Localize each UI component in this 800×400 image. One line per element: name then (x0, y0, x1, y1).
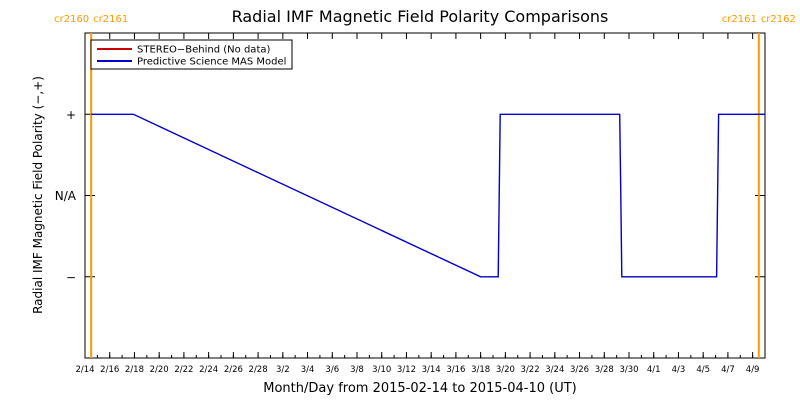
x-tick-label: 3/16 (446, 365, 465, 375)
x-tick-label: 4/9 (746, 365, 760, 375)
legend: STEREO−Behind (No data) Predictive Scien… (90, 39, 293, 70)
x-tick-label: 3/10 (372, 365, 391, 375)
x-tick-label: 2/22 (174, 365, 193, 375)
y-tick-label: + (66, 108, 76, 122)
x-tick-label: 2/28 (249, 365, 268, 375)
x-axis-label: Month/Day from 2015-02-14 to 2015-04-10 … (263, 381, 576, 396)
carrington-rotations: cr2160 cr2161 cr2161 cr2162 (54, 14, 796, 358)
rotation-label-before: cr2160 (54, 14, 89, 25)
x-tick-label: 3/30 (619, 365, 638, 375)
plot-frame (84, 32, 766, 359)
series-line-mas-model (91, 113, 765, 278)
x-tick-label: 4/5 (696, 365, 710, 375)
x-tick-label: 3/24 (545, 365, 564, 375)
chart-title: Radial IMF Magnetic Field Polarity Compa… (232, 7, 609, 26)
y-tick-label: − (66, 270, 76, 284)
x-tick-label: 3/12 (397, 365, 416, 375)
x-tick-label: 3/26 (570, 365, 589, 375)
x-tick-label: 3/2 (276, 365, 290, 375)
x-tick-label: 4/3 (672, 365, 686, 375)
legend-label-mas-model: Predictive Science MAS Model (137, 57, 286, 68)
x-tick-label: 2/20 (150, 365, 169, 375)
x-tick-label: 3/8 (350, 365, 364, 375)
x-tick-label: 4/1 (647, 365, 661, 375)
x-tick-label: 3/22 (521, 365, 540, 375)
rotation-label-before: cr2161 (722, 14, 757, 25)
x-tick-label: 3/18 (471, 365, 490, 375)
rotation-label-after: cr2162 (761, 14, 796, 25)
x-tick-label: 3/4 (301, 365, 315, 375)
x-tick-label: 2/18 (125, 365, 144, 375)
x-tick-label: 3/14 (422, 365, 441, 375)
x-tick-label: 2/14 (75, 365, 94, 375)
x-tick-label: 3/28 (595, 365, 614, 375)
y-axis-label: Radial IMF Magnetic Field Polarity (−,+) (31, 76, 45, 314)
y-ticks: + N/A − (55, 108, 765, 284)
series-lines (91, 113, 765, 278)
y-tick-label: N/A (55, 189, 77, 203)
x-tick-label: 2/26 (224, 365, 243, 375)
x-tick-label: 2/16 (100, 365, 119, 375)
x-tick-label: 2/24 (199, 365, 218, 375)
x-tick-label: 4/7 (721, 365, 735, 375)
rotation-label-after: cr2161 (93, 14, 128, 25)
x-ticks: 2/14 2/16 2/18 2/20 2/22 2/24 2/26 2/28 3/2 3/4 3/… (75, 33, 766, 375)
x-tick-label: 3/6 (325, 365, 339, 375)
legend-label-stereo-behind: STEREO−Behind (No data) (137, 45, 270, 56)
legend-box (90, 39, 293, 70)
x-tick-label: 3/20 (496, 365, 515, 375)
